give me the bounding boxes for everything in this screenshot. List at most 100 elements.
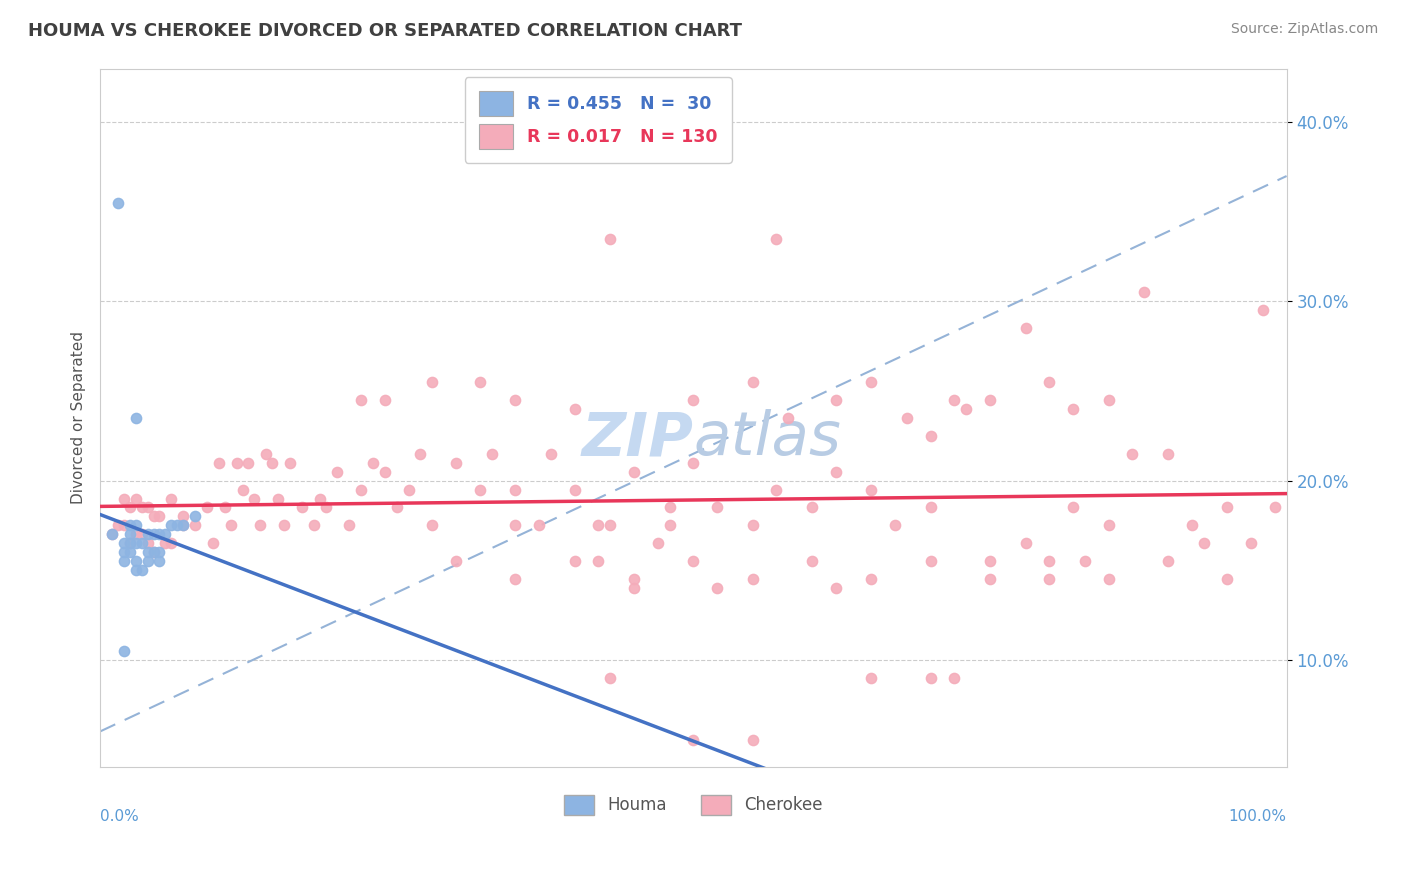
Point: [658, 500, 681, 515]
Point: [706, 500, 728, 515]
Point: [1014, 536, 1036, 550]
Point: [682, 456, 704, 470]
Point: [505, 392, 527, 407]
Point: [136, 536, 159, 550]
Point: [308, 491, 330, 506]
Point: [1192, 536, 1215, 550]
Point: [148, 527, 170, 541]
Point: [350, 392, 373, 407]
Point: [172, 518, 194, 533]
Point: [214, 500, 236, 515]
Point: [682, 554, 704, 568]
Point: [131, 500, 153, 515]
Point: [955, 401, 977, 416]
Point: [896, 410, 918, 425]
Point: [1240, 536, 1263, 550]
Point: [148, 545, 170, 559]
Point: [112, 545, 135, 559]
Text: HOUMA VS CHEROKEE DIVORCED OR SEPARATED CORRELATION CHART: HOUMA VS CHEROKEE DIVORCED OR SEPARATED …: [28, 22, 742, 40]
Point: [1097, 392, 1119, 407]
Point: [1157, 447, 1180, 461]
Point: [160, 518, 183, 533]
Point: [1251, 303, 1274, 318]
Point: [107, 195, 129, 210]
Point: [131, 563, 153, 577]
Point: [409, 447, 432, 461]
Point: [564, 401, 586, 416]
Point: [118, 536, 141, 550]
Point: [658, 518, 681, 533]
Point: [420, 518, 443, 533]
Point: [599, 671, 621, 685]
Point: [131, 527, 153, 541]
Point: [599, 232, 621, 246]
Point: [481, 447, 503, 461]
Point: [682, 392, 704, 407]
Point: [1157, 554, 1180, 568]
Point: [979, 392, 1001, 407]
Point: [155, 527, 177, 541]
Point: [125, 563, 148, 577]
Point: [172, 509, 194, 524]
Point: [118, 527, 141, 541]
Point: [505, 518, 527, 533]
Point: [291, 500, 314, 515]
Point: [920, 429, 942, 443]
Point: [136, 554, 159, 568]
Point: [706, 581, 728, 595]
Point: [540, 447, 562, 461]
Point: [155, 536, 177, 550]
Point: [599, 518, 621, 533]
Point: [112, 536, 135, 550]
Point: [315, 500, 337, 515]
Point: [588, 518, 610, 533]
Point: [623, 581, 645, 595]
Point: [118, 518, 141, 533]
Point: [112, 491, 135, 506]
Text: 0.0%: 0.0%: [100, 809, 139, 824]
Point: [741, 518, 763, 533]
Point: [1074, 554, 1097, 568]
Point: [125, 527, 148, 541]
Point: [125, 518, 148, 533]
Point: [219, 518, 242, 533]
Point: [1038, 554, 1060, 568]
Point: [623, 465, 645, 479]
Point: [112, 644, 135, 658]
Point: [564, 483, 586, 497]
Point: [142, 545, 165, 559]
Point: [374, 465, 396, 479]
Point: [765, 232, 787, 246]
Point: [527, 518, 550, 533]
Point: [1014, 321, 1036, 335]
Point: [118, 500, 141, 515]
Point: [824, 465, 846, 479]
Legend: Houma, Cherokee: Houma, Cherokee: [558, 789, 830, 822]
Point: [824, 581, 846, 595]
Point: [184, 509, 207, 524]
Point: [741, 572, 763, 586]
Point: [647, 536, 669, 550]
Point: [682, 733, 704, 747]
Point: [884, 518, 907, 533]
Point: [131, 536, 153, 550]
Point: [254, 447, 277, 461]
Point: [860, 483, 883, 497]
Point: [588, 554, 610, 568]
Point: [943, 392, 966, 407]
Point: [326, 465, 349, 479]
Point: [302, 518, 325, 533]
Point: [112, 554, 135, 568]
Point: [361, 456, 384, 470]
Point: [160, 491, 183, 506]
Point: [765, 483, 787, 497]
Text: ZIP: ZIP: [582, 409, 693, 468]
Point: [101, 527, 124, 541]
Point: [1181, 518, 1204, 533]
Point: [564, 554, 586, 568]
Point: [184, 518, 207, 533]
Point: [1038, 375, 1060, 389]
Point: [860, 671, 883, 685]
Point: [101, 527, 124, 541]
Point: [225, 456, 247, 470]
